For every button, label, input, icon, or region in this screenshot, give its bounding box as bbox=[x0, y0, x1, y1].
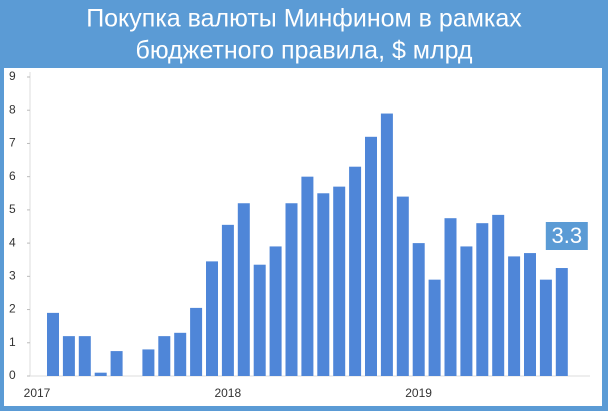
bar bbox=[460, 246, 473, 376]
bar bbox=[476, 223, 489, 376]
bar bbox=[47, 312, 59, 376]
bar bbox=[269, 246, 282, 376]
bar bbox=[539, 279, 552, 376]
bar bbox=[508, 256, 521, 376]
y-tick-label: 2 bbox=[9, 302, 16, 316]
y-tick-label: 5 bbox=[9, 202, 16, 216]
bar bbox=[444, 218, 457, 376]
x-tick-label: 2017 bbox=[24, 386, 51, 400]
y-tick-label: 1 bbox=[9, 335, 16, 349]
bar bbox=[365, 136, 377, 376]
y-tick-label: 9 bbox=[9, 69, 16, 83]
x-tick-label: 2018 bbox=[214, 386, 241, 400]
bar bbox=[285, 203, 298, 376]
bar bbox=[253, 264, 266, 376]
bar bbox=[174, 332, 187, 376]
bar bbox=[190, 307, 203, 376]
bar bbox=[206, 261, 218, 376]
bar bbox=[555, 268, 568, 376]
y-tick-label: 6 bbox=[9, 169, 16, 183]
bar bbox=[94, 372, 107, 376]
y-tick-label: 0 bbox=[9, 368, 16, 382]
bar bbox=[396, 196, 409, 376]
y-tick-label: 8 bbox=[9, 102, 16, 116]
x-tick-label: 2019 bbox=[405, 386, 432, 400]
bar bbox=[301, 176, 314, 376]
bar bbox=[158, 336, 171, 376]
bar bbox=[380, 113, 393, 377]
bar bbox=[62, 336, 75, 376]
annotation-box bbox=[545, 222, 588, 250]
y-tick-label: 3 bbox=[9, 269, 16, 283]
bar bbox=[412, 243, 425, 376]
bar bbox=[428, 279, 441, 376]
y-tick-label: 7 bbox=[9, 136, 16, 150]
bar bbox=[524, 253, 536, 376]
bar bbox=[317, 193, 330, 376]
bar bbox=[221, 224, 234, 376]
bar bbox=[349, 166, 362, 376]
chart-title: Покупка валюты Минфином в рамках bbox=[86, 5, 522, 33]
chart-title: бюджетного правила, $ млрд bbox=[136, 37, 473, 65]
bar bbox=[142, 349, 155, 376]
y-tick-label: 4 bbox=[9, 235, 16, 249]
bar bbox=[110, 351, 123, 376]
bar bbox=[78, 336, 91, 376]
bar bbox=[492, 214, 505, 376]
bar bbox=[237, 203, 250, 376]
bar bbox=[333, 186, 346, 376]
annotation: 3.3 bbox=[552, 223, 583, 248]
